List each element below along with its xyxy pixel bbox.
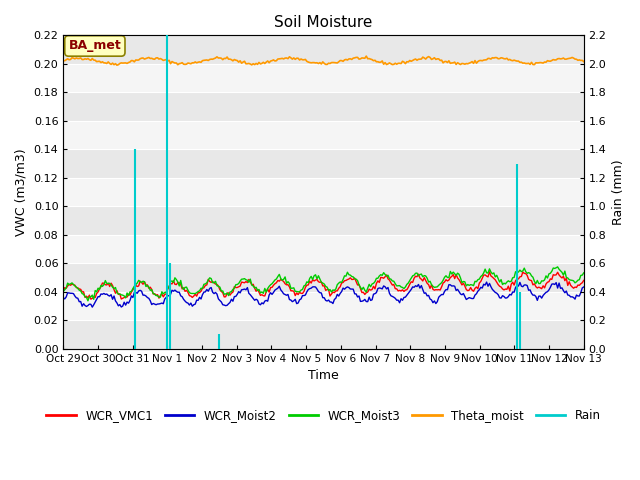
Bar (63, 36, 584, 64)
X-axis label: Time: Time (308, 369, 339, 382)
Legend: WCR_VMC1, WCR_Moist2, WCR_Moist3, Theta_moist, Rain: WCR_VMC1, WCR_Moist2, WCR_Moist3, Theta_… (42, 405, 605, 427)
Bar (63, 149, 584, 178)
Bar (63, 121, 584, 149)
Bar (63, 320, 584, 348)
Title: Soil Moisture: Soil Moisture (275, 15, 372, 30)
Text: BA_met: BA_met (68, 39, 121, 52)
Bar (63, 235, 584, 263)
Bar (63, 206, 584, 235)
Y-axis label: VWC (m3/m3): VWC (m3/m3) (15, 148, 28, 236)
Bar (63, 292, 584, 320)
Bar (63, 263, 584, 292)
Bar (63, 64, 584, 92)
Bar (63, 178, 584, 206)
Bar (63, 92, 584, 121)
Y-axis label: Rain (mm): Rain (mm) (612, 159, 625, 225)
